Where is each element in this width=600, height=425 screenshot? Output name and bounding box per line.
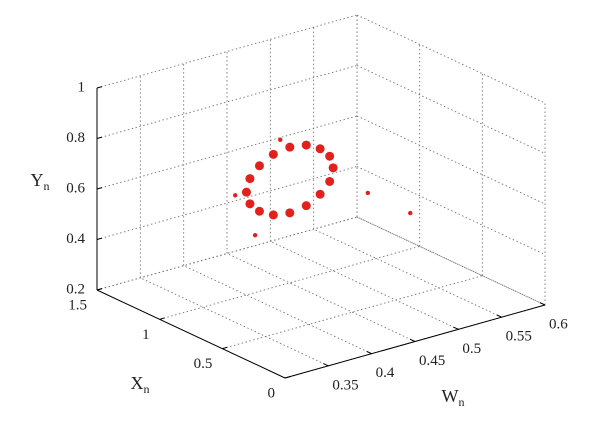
y-tick-label: 0.6 bbox=[66, 180, 85, 196]
x-tick-label: 1 bbox=[142, 327, 150, 343]
tick-mark bbox=[96, 136, 103, 139]
grid-line bbox=[222, 275, 483, 350]
tick-mark bbox=[409, 338, 416, 342]
tick-mark bbox=[222, 346, 228, 350]
grid-line bbox=[356, 115, 546, 205]
y-tick-label: 1 bbox=[78, 79, 86, 95]
grid-line bbox=[96, 166, 358, 240]
point bbox=[241, 187, 251, 197]
grid-line bbox=[356, 14, 546, 104]
grid-line bbox=[356, 166, 546, 255]
tick-mark bbox=[96, 237, 103, 240]
point bbox=[278, 137, 283, 142]
point bbox=[408, 210, 413, 216]
tick-mark bbox=[96, 86, 103, 89]
w-tick-label: 0.35 bbox=[332, 377, 358, 393]
tick-mark bbox=[284, 376, 291, 379]
tick-mark bbox=[323, 363, 329, 367]
w-tick-label: 0.55 bbox=[506, 329, 532, 345]
tick-mark bbox=[366, 350, 372, 355]
point bbox=[245, 174, 255, 184]
grid-line bbox=[313, 228, 502, 318]
w-tick-label: 0.4 bbox=[376, 365, 395, 381]
point bbox=[245, 199, 255, 209]
point bbox=[315, 189, 325, 199]
w-axis-label: Wn bbox=[442, 386, 465, 409]
grid-line bbox=[183, 265, 372, 355]
w-tick-label: 0.45 bbox=[419, 353, 445, 369]
grid-line bbox=[356, 216, 546, 306]
point bbox=[254, 161, 264, 171]
tick-mark bbox=[539, 302, 546, 306]
y-tick-label: 0.8 bbox=[66, 130, 85, 146]
point bbox=[268, 210, 278, 220]
grid-line bbox=[96, 216, 358, 291]
tick-mark bbox=[96, 187, 103, 190]
grid-line bbox=[226, 253, 416, 342]
grid-line bbox=[356, 65, 546, 154]
point bbox=[325, 151, 335, 161]
x-tick-label: 0.5 bbox=[194, 356, 213, 372]
grid-line bbox=[96, 65, 358, 139]
tick-mark bbox=[96, 288, 103, 291]
grid-line bbox=[140, 277, 329, 367]
point bbox=[285, 208, 295, 218]
grid-line bbox=[270, 240, 459, 330]
point bbox=[254, 206, 264, 216]
point bbox=[233, 193, 238, 198]
x-tick-label: 0 bbox=[268, 385, 276, 401]
y-tick-label: 0.2 bbox=[66, 281, 85, 297]
point bbox=[252, 232, 258, 238]
point bbox=[365, 190, 370, 196]
point bbox=[315, 144, 325, 154]
tick-mark bbox=[453, 326, 459, 330]
grid-line bbox=[356, 216, 546, 306]
w-tick-label: 0.6 bbox=[549, 316, 568, 332]
grid-line bbox=[96, 14, 358, 89]
point bbox=[285, 142, 295, 152]
point bbox=[268, 149, 278, 159]
grid-line bbox=[96, 115, 358, 190]
x-tick-label: 1.5 bbox=[68, 297, 87, 313]
x-axis-label: Xn bbox=[131, 373, 150, 396]
point bbox=[301, 140, 311, 150]
tick-mark bbox=[496, 314, 502, 318]
tick-mark bbox=[159, 317, 165, 320]
y-tick-label: 0.4 bbox=[66, 231, 85, 247]
axis-line bbox=[96, 289, 286, 379]
point bbox=[325, 176, 335, 186]
grid-line bbox=[159, 245, 420, 320]
y-axis-label: Yn bbox=[31, 170, 50, 193]
point bbox=[328, 163, 338, 173]
point bbox=[301, 201, 311, 211]
w-tick-label: 0.5 bbox=[462, 341, 481, 357]
